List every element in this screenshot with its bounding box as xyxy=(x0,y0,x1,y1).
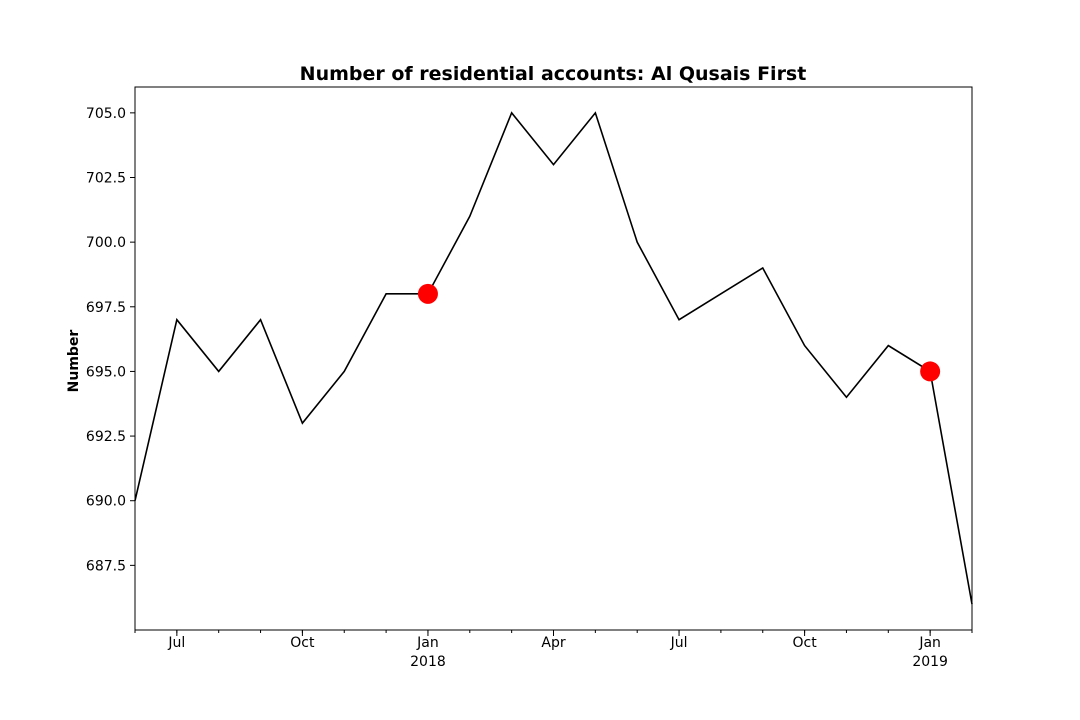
y-tick-label: 690.0 xyxy=(86,494,126,510)
highlight-point xyxy=(920,361,941,382)
x-tick-label: Jul xyxy=(670,635,688,651)
x-tick-label: Apr xyxy=(541,635,565,651)
y-axis: 687.5 690.0 692.5 695.0 697.5 700.0 702.5 705.0 xyxy=(86,106,135,574)
y-axis-label: Number xyxy=(66,330,82,393)
plot-frame xyxy=(134,86,973,631)
y-tick-label: 702.5 xyxy=(86,171,126,187)
x-tick-label: Oct xyxy=(792,635,817,651)
y-tick-label: 692.5 xyxy=(86,429,126,445)
y-tick-label: 700.0 xyxy=(86,235,126,251)
y-tick-label: 697.5 xyxy=(86,300,126,316)
x-tick-year-label: 2019 xyxy=(912,654,948,670)
y-tick-label: 705.0 xyxy=(86,106,126,122)
highlight-point xyxy=(417,283,438,304)
series-line xyxy=(134,111,973,605)
x-tick-label: Oct xyxy=(290,635,315,651)
series-layer xyxy=(134,111,973,605)
x-tick-year-label: 2018 xyxy=(410,654,446,670)
x-tick-label: Jan xyxy=(416,635,439,651)
highlight-layer xyxy=(417,283,941,382)
chart-title: Number of residential accounts: Al Qusai… xyxy=(300,63,807,85)
y-tick-label: 695.0 xyxy=(86,364,126,380)
y-tick-label: 687.5 xyxy=(86,558,126,574)
x-tick-label: Jul xyxy=(167,635,185,651)
x-tick-label: Jan xyxy=(918,635,941,651)
x-axis: Jul Oct Jan 2018 Apr Jul Oct Jan 2019 xyxy=(134,630,973,670)
